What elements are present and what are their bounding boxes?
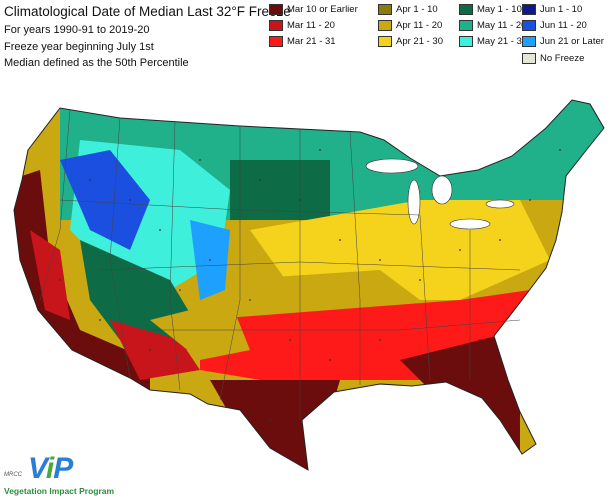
program-name: Vegetation Impact Program xyxy=(4,486,115,496)
legend-swatch-mar10 xyxy=(269,4,283,15)
zone-arizona-red xyxy=(110,320,200,380)
legend-swatch-jun11 xyxy=(522,20,536,31)
legend-swatch-apr11 xyxy=(378,20,392,31)
legend-swatch-may11 xyxy=(459,20,473,31)
lake-michigan xyxy=(407,179,421,225)
legend-swatch-jun21 xyxy=(522,36,536,47)
legend-swatch-apr1 xyxy=(378,4,392,15)
station-dots xyxy=(59,149,561,421)
legend-label-jun21: Jun 21 or Later xyxy=(540,36,604,47)
vip-logo-p: P xyxy=(53,452,73,485)
legend-label-jun11: Jun 11 - 20 xyxy=(540,20,587,31)
lake-huron xyxy=(431,175,453,205)
vip-logo-mark: ViP xyxy=(28,452,73,486)
legend-label-may11: May 11 - 20 xyxy=(477,20,527,31)
legend-label-apr21: Apr 21 - 30 xyxy=(396,36,443,47)
legend-label-mar10: Mar 10 or Earlier xyxy=(287,4,358,15)
legend-label-may21: May 21 - 31 xyxy=(477,36,528,47)
lake-erie xyxy=(449,218,491,230)
legend: Mar 10 or Earlier Mar 11 - 20 Mar 21 - 3… xyxy=(267,2,614,68)
lake-superior xyxy=(365,158,419,174)
legend-swatch-nofreeze xyxy=(522,53,536,64)
legend-label-jun1: Jun 1 - 10 xyxy=(540,4,583,15)
legend-swatch-may21 xyxy=(459,36,473,47)
legend-label-apr1: Apr 1 - 10 xyxy=(396,4,438,15)
subtitle-years: For years 1990-91 to 2019-20 xyxy=(4,24,150,36)
vip-logo-v: V xyxy=(28,452,47,485)
subtitle-median: Median defined as the 50th Percentile xyxy=(4,57,189,69)
legend-swatch-jun1 xyxy=(522,4,536,15)
zone-mountains-blue xyxy=(60,150,150,250)
zone-california-red xyxy=(30,230,70,320)
subtitle-freeze-year: Freeze year beginning July 1st xyxy=(4,41,154,53)
legend-label-mar11: Mar 11 - 20 xyxy=(287,20,335,31)
legend-swatch-may1 xyxy=(459,4,473,15)
vip-logo-i: i xyxy=(45,452,54,485)
legend-label-may1: May 1 - 10 xyxy=(477,4,522,15)
legend-label-mar21: Mar 21 - 31 xyxy=(287,36,336,47)
lake-ontario xyxy=(485,199,515,209)
vip-logo: MRCC ViP Vegetation Impact Program xyxy=(4,452,124,498)
legend-swatch-apr21 xyxy=(378,36,392,47)
zone-west-coast-maroon xyxy=(14,170,150,400)
legend-label-nofreeze: No Freeze xyxy=(540,53,585,64)
legend-label-apr11: Apr 11 - 20 xyxy=(396,20,443,31)
zone-texas-maroon xyxy=(210,380,340,470)
legend-swatch-mar21 xyxy=(269,36,283,47)
mrcc-logo-text: MRCC xyxy=(4,472,22,478)
us-outline xyxy=(13,99,605,471)
state-boundaries xyxy=(39,109,521,420)
map-title: Climatological Date of Median Last 32°F … xyxy=(4,4,291,19)
legend-swatch-mar11 xyxy=(269,20,283,31)
